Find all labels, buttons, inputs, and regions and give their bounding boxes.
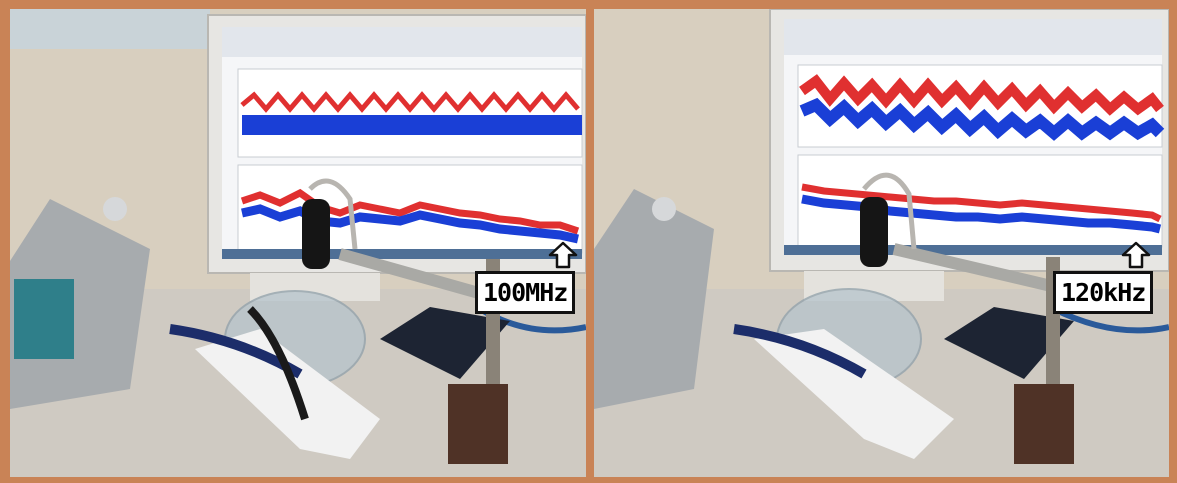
left-upper-red-trace	[240, 91, 580, 113]
frequency-label-right: 120kHz	[1053, 271, 1154, 314]
up-arrow-icon	[1121, 241, 1151, 269]
frequency-label-left: 100MHz	[475, 271, 576, 314]
lab-scene-right	[594, 9, 1169, 477]
right-upper-blue-trace	[799, 97, 1165, 141]
left-upper-blue-trace	[242, 115, 582, 135]
left-lower-blue-trace	[241, 204, 579, 244]
right-lower-red-trace	[801, 183, 1162, 223]
right-photo: 120kHz	[594, 9, 1169, 477]
right-upper-red-trace	[799, 74, 1164, 116]
left-lower-red-trace	[240, 188, 580, 235]
lab-scene-left	[10, 9, 586, 477]
left-photo: 100MHz	[10, 9, 586, 477]
up-arrow-icon	[548, 241, 578, 269]
